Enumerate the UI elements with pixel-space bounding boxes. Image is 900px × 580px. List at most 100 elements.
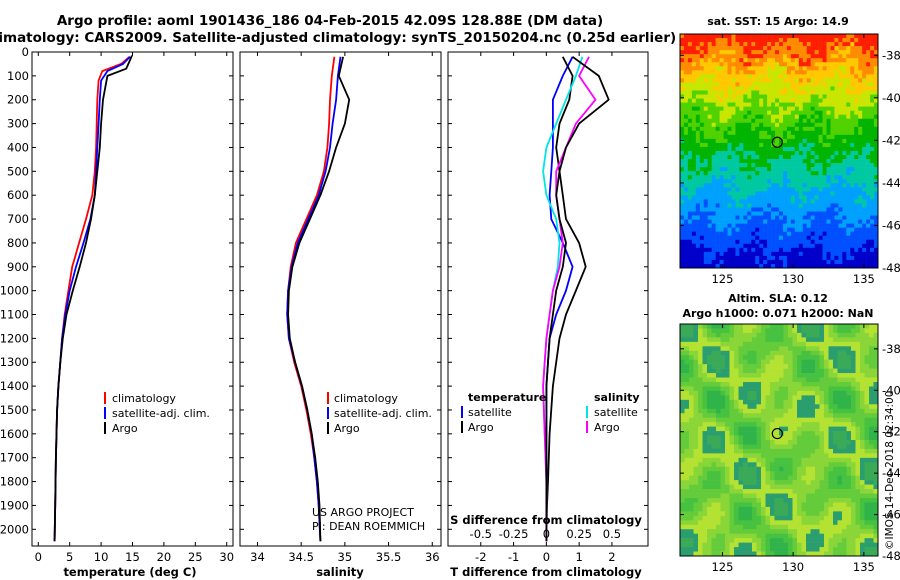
sst-cell xyxy=(699,207,705,212)
sla-cell xyxy=(792,364,798,369)
sla-cell xyxy=(873,484,879,490)
sla-cell xyxy=(837,466,843,472)
sla-cell xyxy=(788,484,793,490)
sla-cell xyxy=(729,426,735,432)
sst-cell xyxy=(806,179,811,184)
sst-cell xyxy=(874,42,879,47)
sst-cell xyxy=(782,179,788,184)
sst-cell xyxy=(814,98,819,103)
sst-cell xyxy=(707,179,712,184)
sla-cell xyxy=(738,480,744,485)
sst-cell xyxy=(707,118,712,124)
sst-cell xyxy=(755,98,760,103)
sla-cell xyxy=(860,457,865,463)
sla-cell xyxy=(702,498,708,503)
sst-cell xyxy=(747,54,752,59)
sst-cell xyxy=(822,179,827,184)
sst-cell xyxy=(703,187,709,192)
sst-cell xyxy=(727,227,732,232)
sst-cell xyxy=(862,90,867,95)
sst-cell xyxy=(818,98,823,103)
sla-cell xyxy=(756,462,762,468)
sst-cell xyxy=(695,110,701,115)
sst-cell xyxy=(719,126,724,132)
sst-cell xyxy=(779,223,784,228)
sla-cell xyxy=(810,346,816,352)
sst-cell xyxy=(850,46,855,51)
sst-cell xyxy=(747,102,752,107)
sla-cell xyxy=(693,346,699,352)
sst-cell xyxy=(862,114,867,120)
sla-cell xyxy=(824,431,829,436)
sla-cell xyxy=(851,328,856,334)
sst-cell xyxy=(822,239,827,245)
sst-cell xyxy=(759,138,764,144)
sla-cell xyxy=(806,431,811,436)
sst-cell xyxy=(779,187,784,192)
sla-cell xyxy=(864,332,870,338)
sla-cell xyxy=(689,364,694,369)
sst-cell xyxy=(680,167,685,172)
sst-cell xyxy=(838,94,843,99)
sst-cell xyxy=(858,70,863,75)
sst-cell xyxy=(719,211,724,216)
sst-cell xyxy=(767,74,772,79)
sla-cell xyxy=(774,368,780,374)
sla-cell xyxy=(828,431,834,436)
sla-cell xyxy=(680,440,685,445)
sst-cell xyxy=(818,255,823,261)
sst-cell xyxy=(699,187,705,192)
sla-cell xyxy=(779,328,784,334)
sst-cell xyxy=(739,235,744,241)
sst-cell xyxy=(862,110,867,115)
sst-cell xyxy=(763,231,768,237)
sst-cell xyxy=(727,34,732,39)
sst-cell xyxy=(747,34,752,39)
sst-cell xyxy=(874,195,879,200)
sla-cell xyxy=(743,453,748,459)
sla-cell xyxy=(779,475,784,481)
sst-cell xyxy=(687,231,693,237)
sla-cell xyxy=(711,475,717,481)
sla-cell xyxy=(851,337,856,343)
sst-cell xyxy=(735,82,740,87)
sla-cell xyxy=(815,435,820,441)
sst-cell xyxy=(802,215,808,220)
sla-cell xyxy=(725,346,730,352)
sla-cell xyxy=(855,498,861,503)
sst-cell xyxy=(854,199,859,204)
sst-cell xyxy=(775,243,780,249)
sst-cell xyxy=(846,34,851,39)
sla-cell xyxy=(873,377,879,383)
sst-cell xyxy=(826,74,831,79)
sst-cell xyxy=(703,235,709,241)
sla-cell xyxy=(810,435,816,441)
sst-cell xyxy=(763,70,768,75)
sla-cell xyxy=(738,395,744,401)
sst-cell xyxy=(731,187,736,192)
sst-cell xyxy=(695,227,701,232)
sla-cell xyxy=(824,341,829,347)
sla-cell xyxy=(738,373,744,378)
sst-cell xyxy=(782,223,788,228)
sla-cell xyxy=(747,408,753,414)
sla-cell xyxy=(815,386,820,392)
sla-cell xyxy=(779,399,784,405)
sla-cell xyxy=(729,390,735,396)
sla-cell xyxy=(873,382,879,387)
sst-cell xyxy=(858,46,863,51)
sst-cell xyxy=(798,223,804,228)
sla-cell xyxy=(720,462,726,468)
sst-cell xyxy=(806,50,811,55)
sla-cell xyxy=(761,337,766,343)
sst-cell xyxy=(767,138,772,144)
sst-cell xyxy=(767,235,772,241)
sla-cell xyxy=(770,422,775,427)
sla-cell xyxy=(828,328,834,334)
sst-cell xyxy=(687,179,693,184)
sst-cell xyxy=(691,155,697,160)
sst-cell xyxy=(802,34,808,39)
sst-cell xyxy=(802,247,808,253)
sla-cell xyxy=(855,404,861,410)
sst-cell xyxy=(759,62,764,67)
